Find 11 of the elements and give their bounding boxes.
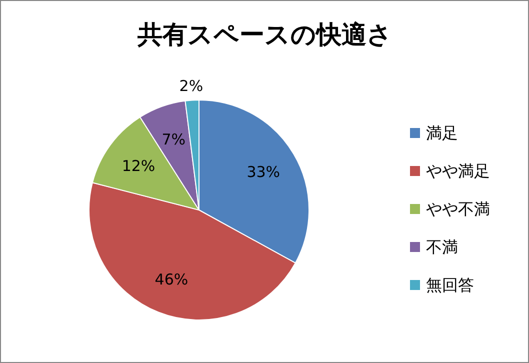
data-label: 7% bbox=[162, 130, 186, 149]
data-label: 46% bbox=[154, 270, 188, 289]
legend-label: やや不満 bbox=[426, 200, 490, 218]
legend-label: 不満 bbox=[426, 238, 458, 256]
legend-label: やや満足 bbox=[426, 162, 490, 180]
legend-label: 満足 bbox=[426, 124, 458, 142]
data-label: 12% bbox=[122, 157, 156, 176]
legend-label: 無回答 bbox=[426, 276, 474, 294]
data-label: 33% bbox=[246, 162, 280, 181]
chart-title: 共有スペースの快適さ bbox=[136, 20, 392, 49]
data-label: 2% bbox=[179, 76, 204, 95]
